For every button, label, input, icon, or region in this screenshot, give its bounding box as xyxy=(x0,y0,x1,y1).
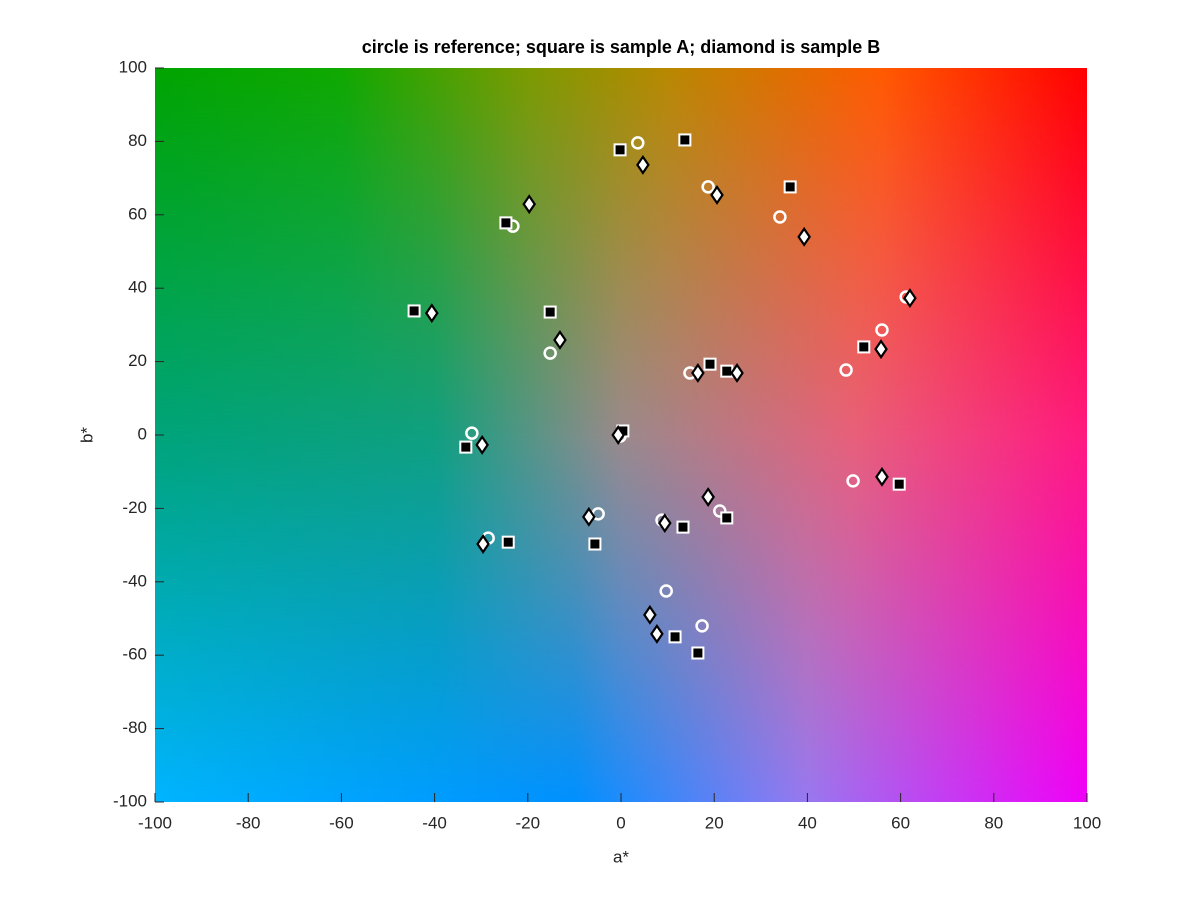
reference-point xyxy=(701,180,715,194)
x-tick-label: 20 xyxy=(705,813,724,832)
y-tick-label: -20 xyxy=(122,498,147,517)
sample-a-point xyxy=(720,364,734,378)
x-tick-label: 100 xyxy=(1073,813,1101,832)
y-tick-label: 60 xyxy=(128,204,147,223)
x-tick-label: -100 xyxy=(138,813,172,832)
sample-a-point xyxy=(499,216,513,230)
sample-a-point xyxy=(543,305,557,319)
y-tick-label: 80 xyxy=(128,131,147,150)
sample-b-point xyxy=(636,154,650,175)
sample-b-point xyxy=(657,513,672,534)
sample-b-point xyxy=(797,226,811,247)
sample-b-point xyxy=(643,604,657,625)
sample-b-point xyxy=(875,466,889,487)
reference-point xyxy=(713,504,727,518)
reference-point xyxy=(839,363,853,377)
sample-b-point xyxy=(553,330,567,350)
sample-b-point xyxy=(611,425,626,445)
y-tick-label: 40 xyxy=(128,278,147,297)
y-tick-label: 20 xyxy=(128,351,147,370)
x-tick-label: -60 xyxy=(329,813,354,832)
sample-a-point xyxy=(678,133,692,147)
y-tick-label: -60 xyxy=(122,645,147,664)
sample-a-point xyxy=(668,630,682,644)
reference-point xyxy=(875,323,889,337)
sample-b-point xyxy=(710,185,724,205)
sample-a-point xyxy=(857,340,871,354)
y-tick-label: 0 xyxy=(138,424,147,443)
y-axis-label: b* xyxy=(77,427,96,443)
sample-b-point xyxy=(701,487,715,507)
x-tick-label: 40 xyxy=(798,813,817,832)
sample-b-point xyxy=(650,623,664,644)
sample-b-point xyxy=(522,194,537,215)
y-tick-label: 100 xyxy=(119,57,147,76)
y-tick-label: -40 xyxy=(122,571,147,590)
sample-b-point xyxy=(582,506,596,527)
reference-point xyxy=(695,619,709,633)
reference-point xyxy=(846,474,860,488)
sample-a-point xyxy=(501,535,515,549)
y-tick-label: -80 xyxy=(122,718,147,737)
x-axis-label: a* xyxy=(613,847,629,866)
reference-point xyxy=(631,136,645,150)
x-tick-label: 60 xyxy=(891,813,910,832)
reference-point xyxy=(543,346,557,360)
sample-b-point xyxy=(476,534,490,554)
sample-a-point xyxy=(613,143,627,157)
sample-b-point xyxy=(730,363,744,383)
x-tick-label: -80 xyxy=(236,813,261,832)
sample-b-point xyxy=(903,288,917,309)
reference-point xyxy=(465,426,479,440)
sample-a-point xyxy=(892,477,906,491)
x-tick-label: -40 xyxy=(422,813,447,832)
sample-a-point xyxy=(783,180,797,194)
reference-point xyxy=(773,210,787,224)
sample-b-point xyxy=(691,363,705,383)
sample-a-point xyxy=(459,440,473,454)
reference-point xyxy=(659,584,673,598)
y-tick-label: -100 xyxy=(113,791,147,810)
sample-a-point xyxy=(691,646,705,660)
sample-b-point xyxy=(874,339,888,360)
sample-b-point xyxy=(475,434,489,455)
x-tick-label: -20 xyxy=(516,813,541,832)
sample-a-point xyxy=(588,537,602,551)
chart-title: circle is reference; square is sample A;… xyxy=(362,37,881,57)
x-tick-label: 0 xyxy=(616,813,625,832)
sample-a-point xyxy=(703,357,717,371)
sample-a-point xyxy=(720,511,734,525)
sample-a-point xyxy=(407,304,421,318)
sample-a-point xyxy=(676,520,690,534)
sample-b-point xyxy=(424,303,439,324)
x-tick-label: 80 xyxy=(984,813,1003,832)
